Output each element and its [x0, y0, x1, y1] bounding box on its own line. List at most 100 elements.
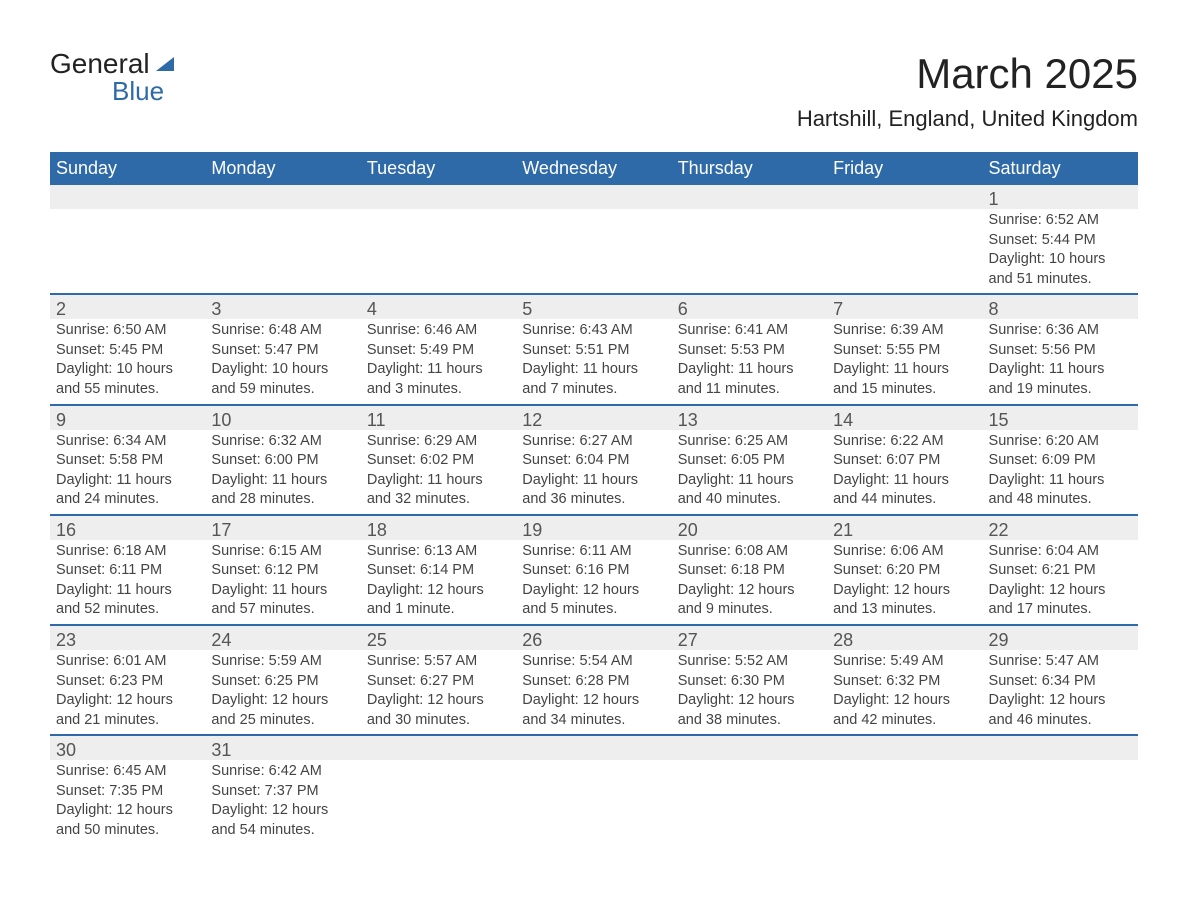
calendar-week-row: 23Sunrise: 6:01 AMSunset: 6:23 PMDayligh… [50, 625, 1138, 735]
daylight-line-1: Daylight: 12 hours [522, 691, 665, 711]
sunset-line: Sunset: 5:51 PM [522, 341, 665, 361]
daylight-line-2: and 40 minutes. [678, 490, 821, 510]
daylight-line-1: Daylight: 11 hours [678, 360, 821, 380]
calendar-cell [205, 185, 360, 294]
day-number: 7 [827, 295, 982, 319]
sunset-line: Sunset: 5:58 PM [56, 451, 199, 471]
day-data [516, 209, 671, 285]
sunrise-line: Sunrise: 6:52 AM [989, 211, 1132, 231]
day-number: 11 [361, 406, 516, 430]
day-number: 13 [672, 406, 827, 430]
sunrise-line: Sunrise: 5:57 AM [367, 652, 510, 672]
daylight-line-2: and 42 minutes. [833, 711, 976, 731]
day-data: Sunrise: 6:43 AMSunset: 5:51 PMDaylight:… [516, 319, 671, 403]
daylight-line-1: Daylight: 10 hours [989, 250, 1132, 270]
day-data: Sunrise: 5:49 AMSunset: 6:32 PMDaylight:… [827, 650, 982, 734]
calendar-week-row: 16Sunrise: 6:18 AMSunset: 6:11 PMDayligh… [50, 515, 1138, 625]
sunrise-line: Sunrise: 6:18 AM [56, 542, 199, 562]
logo-text-top: General [50, 50, 150, 78]
sunset-line: Sunset: 5:44 PM [989, 231, 1132, 251]
day-data [516, 760, 671, 836]
sunrise-line: Sunrise: 5:54 AM [522, 652, 665, 672]
daylight-line-1: Daylight: 11 hours [833, 471, 976, 491]
calendar-cell: 5Sunrise: 6:43 AMSunset: 5:51 PMDaylight… [516, 294, 671, 404]
calendar-cell: 18Sunrise: 6:13 AMSunset: 6:14 PMDayligh… [361, 515, 516, 625]
calendar-cell [361, 185, 516, 294]
day-number: 18 [361, 516, 516, 540]
sunset-line: Sunset: 6:30 PM [678, 672, 821, 692]
day-data: Sunrise: 5:47 AMSunset: 6:34 PMDaylight:… [983, 650, 1138, 734]
day-data [827, 209, 982, 285]
calendar-cell: 23Sunrise: 6:01 AMSunset: 6:23 PMDayligh… [50, 625, 205, 735]
day-number: 31 [205, 736, 360, 760]
logo-text-bottom: Blue [50, 78, 174, 104]
day-number: 2 [50, 295, 205, 319]
daylight-line-2: and 50 minutes. [56, 821, 199, 841]
sunset-line: Sunset: 5:55 PM [833, 341, 976, 361]
calendar-cell: 29Sunrise: 5:47 AMSunset: 6:34 PMDayligh… [983, 625, 1138, 735]
calendar-week-row: 30Sunrise: 6:45 AMSunset: 7:35 PMDayligh… [50, 735, 1138, 844]
sunrise-line: Sunrise: 6:11 AM [522, 542, 665, 562]
weekday-header: Friday [827, 152, 982, 185]
sunrise-line: Sunrise: 6:34 AM [56, 432, 199, 452]
sunset-line: Sunset: 6:12 PM [211, 561, 354, 581]
calendar-cell: 21Sunrise: 6:06 AMSunset: 6:20 PMDayligh… [827, 515, 982, 625]
calendar-cell: 9Sunrise: 6:34 AMSunset: 5:58 PMDaylight… [50, 405, 205, 515]
day-data: Sunrise: 5:54 AMSunset: 6:28 PMDaylight:… [516, 650, 671, 734]
weekday-header: Thursday [672, 152, 827, 185]
day-data: Sunrise: 6:13 AMSunset: 6:14 PMDaylight:… [361, 540, 516, 624]
calendar-cell: 14Sunrise: 6:22 AMSunset: 6:07 PMDayligh… [827, 405, 982, 515]
header: General Blue March 2025 Hartshill, Engla… [50, 50, 1138, 132]
day-number: 19 [516, 516, 671, 540]
daylight-line-1: Daylight: 11 hours [989, 471, 1132, 491]
sunrise-line: Sunrise: 6:04 AM [989, 542, 1132, 562]
sunrise-line: Sunrise: 6:39 AM [833, 321, 976, 341]
day-number [361, 736, 516, 760]
day-data: Sunrise: 6:50 AMSunset: 5:45 PMDaylight:… [50, 319, 205, 403]
sunset-line: Sunset: 7:37 PM [211, 782, 354, 802]
daylight-line-1: Daylight: 12 hours [367, 581, 510, 601]
daylight-line-1: Daylight: 11 hours [367, 360, 510, 380]
sunrise-line: Sunrise: 6:48 AM [211, 321, 354, 341]
sunset-line: Sunset: 6:21 PM [989, 561, 1132, 581]
day-number [361, 185, 516, 209]
sunrise-line: Sunrise: 6:36 AM [989, 321, 1132, 341]
calendar-cell: 10Sunrise: 6:32 AMSunset: 6:00 PMDayligh… [205, 405, 360, 515]
day-data: Sunrise: 6:46 AMSunset: 5:49 PMDaylight:… [361, 319, 516, 403]
calendar-cell [672, 185, 827, 294]
sunrise-line: Sunrise: 6:08 AM [678, 542, 821, 562]
sunrise-line: Sunrise: 6:27 AM [522, 432, 665, 452]
sunset-line: Sunset: 6:11 PM [56, 561, 199, 581]
daylight-line-2: and 3 minutes. [367, 380, 510, 400]
day-data: Sunrise: 5:59 AMSunset: 6:25 PMDaylight:… [205, 650, 360, 734]
sunrise-line: Sunrise: 6:06 AM [833, 542, 976, 562]
daylight-line-2: and 46 minutes. [989, 711, 1132, 731]
daylight-line-2: and 7 minutes. [522, 380, 665, 400]
sunset-line: Sunset: 6:05 PM [678, 451, 821, 471]
sunrise-line: Sunrise: 6:20 AM [989, 432, 1132, 452]
daylight-line-1: Daylight: 12 hours [56, 801, 199, 821]
day-data: Sunrise: 6:22 AMSunset: 6:07 PMDaylight:… [827, 430, 982, 514]
day-data [672, 760, 827, 836]
sunset-line: Sunset: 6:28 PM [522, 672, 665, 692]
sunrise-line: Sunrise: 6:50 AM [56, 321, 199, 341]
sunset-line: Sunset: 6:14 PM [367, 561, 510, 581]
daylight-line-2: and 44 minutes. [833, 490, 976, 510]
weekday-header: Wednesday [516, 152, 671, 185]
daylight-line-1: Daylight: 12 hours [56, 691, 199, 711]
sunrise-line: Sunrise: 6:13 AM [367, 542, 510, 562]
sunrise-line: Sunrise: 6:29 AM [367, 432, 510, 452]
day-data: Sunrise: 6:36 AMSunset: 5:56 PMDaylight:… [983, 319, 1138, 403]
daylight-line-2: and 36 minutes. [522, 490, 665, 510]
day-number: 15 [983, 406, 1138, 430]
daylight-line-2: and 5 minutes. [522, 600, 665, 620]
daylight-line-1: Daylight: 11 hours [833, 360, 976, 380]
calendar-body: 1Sunrise: 6:52 AMSunset: 5:44 PMDaylight… [50, 185, 1138, 845]
sunrise-line: Sunrise: 5:47 AM [989, 652, 1132, 672]
daylight-line-2: and 19 minutes. [989, 380, 1132, 400]
daylight-line-1: Daylight: 12 hours [833, 581, 976, 601]
daylight-line-1: Daylight: 12 hours [678, 581, 821, 601]
day-data: Sunrise: 6:25 AMSunset: 6:05 PMDaylight:… [672, 430, 827, 514]
day-number [205, 185, 360, 209]
calendar-cell: 22Sunrise: 6:04 AMSunset: 6:21 PMDayligh… [983, 515, 1138, 625]
